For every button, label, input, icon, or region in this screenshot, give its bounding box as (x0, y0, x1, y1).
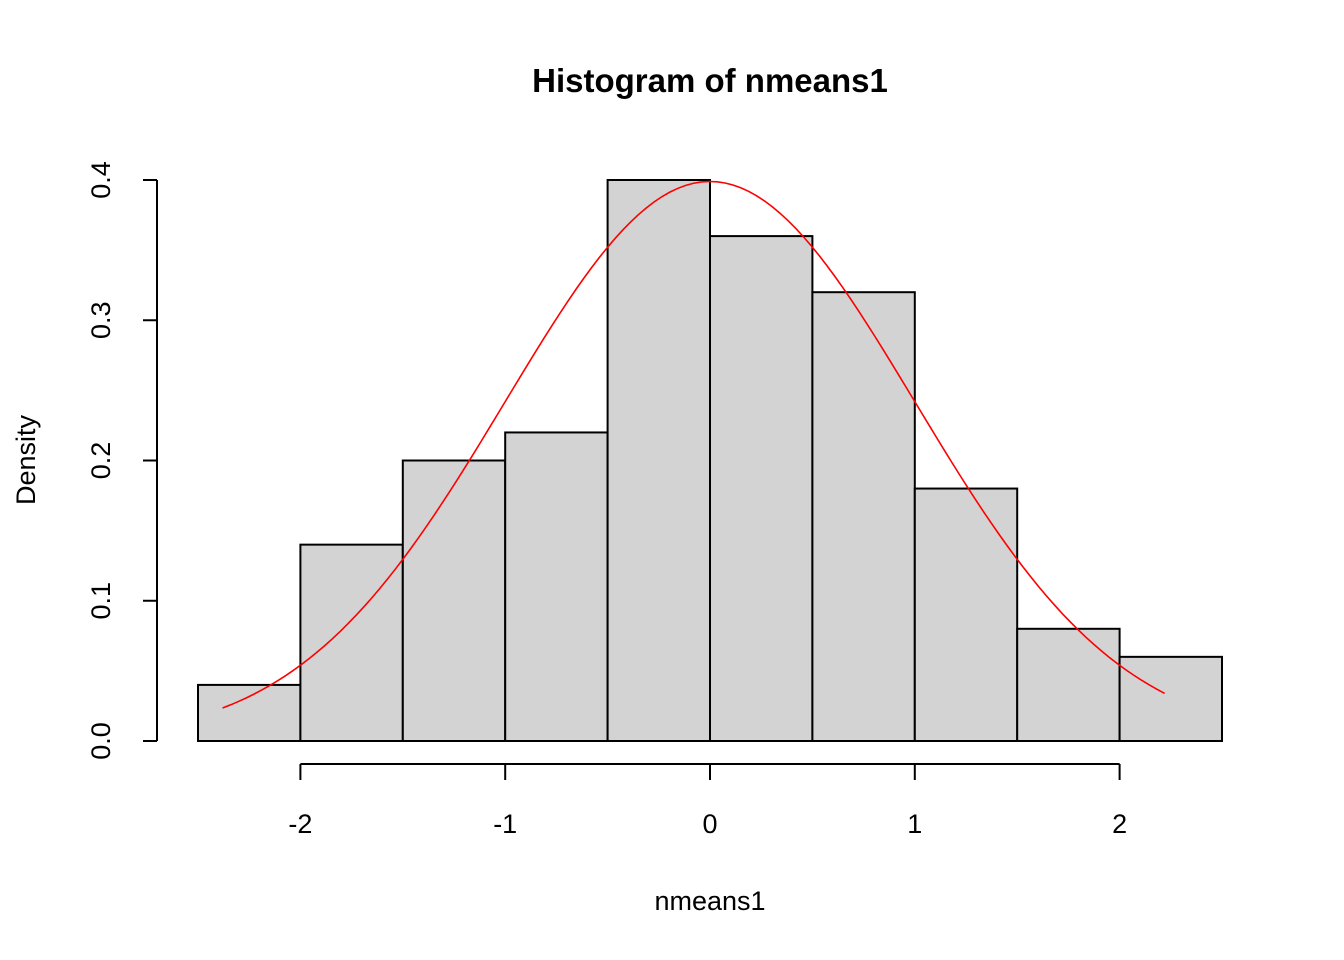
histogram-bar-7 (913, 487, 1019, 742)
histogram-bar-1 (299, 543, 404, 743)
histogram-bar-2 (401, 459, 507, 742)
histogram-bar-6 (811, 291, 916, 742)
histogram-bar-0 (197, 683, 302, 743)
y-tick-label-0: 0.0 (86, 722, 116, 760)
histogram-bar-3 (504, 431, 609, 742)
histogram-bar-5 (709, 235, 814, 742)
chart-title: Histogram of nmeans1 (532, 62, 888, 99)
x-tick-label-3: 1 (907, 809, 922, 839)
y-tick-label-4: 0.4 (86, 161, 116, 199)
x-tick-label-1: -1 (493, 809, 517, 839)
normal-density-curve (222, 180, 1166, 709)
x-tick-label-2: 0 (702, 809, 717, 839)
y-axis: 0.0 0.1 0.2 0.3 0.4 (86, 161, 158, 760)
y-tick-label-2: 0.2 (86, 442, 116, 480)
x-tick-label-0: -2 (288, 809, 312, 839)
y-tick-label-1: 0.1 (86, 582, 116, 620)
y-tick-label-3: 0.3 (86, 301, 116, 339)
y-axis-label: Density (11, 414, 41, 505)
histogram-bar-4 (606, 179, 711, 742)
histogram-bar-8 (1016, 627, 1121, 742)
x-axis-label: nmeans1 (654, 886, 765, 916)
bars-group (197, 179, 1223, 743)
histogram-bar-9 (1118, 655, 1223, 742)
density-curve-group (222, 180, 1166, 709)
x-axis: -2 -1 0 1 2 (288, 763, 1127, 839)
x-tick-label-4: 2 (1112, 809, 1127, 839)
